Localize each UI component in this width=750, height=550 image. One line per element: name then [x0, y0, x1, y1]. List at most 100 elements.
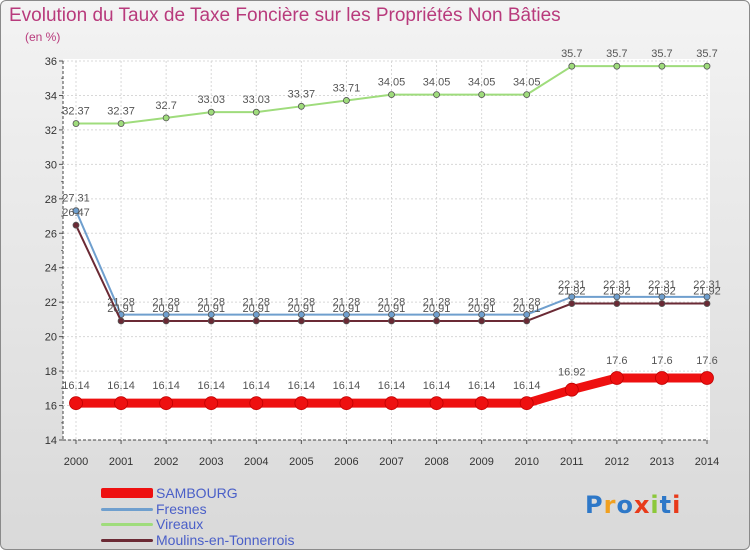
- y-tick-label: 22: [45, 297, 57, 309]
- data-label-moulins-en-tonnerrois: 20.91: [423, 303, 451, 315]
- data-point-sambourg: [204, 396, 219, 411]
- y-tick-label: 28: [45, 194, 57, 206]
- data-point-moulins-en-tonnerrois: [207, 317, 215, 325]
- legend-label: Vireaux: [156, 516, 204, 532]
- data-point-sambourg: [294, 396, 309, 411]
- data-point-fresnes: [613, 293, 621, 301]
- data-label-vireaux: 33.37: [288, 88, 316, 100]
- data-point-vireaux: [72, 120, 80, 127]
- data-point-vireaux: [252, 108, 260, 116]
- x-tick-label: 2013: [650, 456, 674, 468]
- data-point-fresnes: [72, 207, 80, 215]
- data-label-moulins-en-tonnerrois: 20.91: [243, 303, 271, 315]
- data-label-vireaux: 32.7: [155, 100, 176, 112]
- data-point-moulins-en-tonnerrois: [613, 300, 621, 307]
- x-tick-label: 2001: [109, 456, 133, 468]
- data-label-fresnes: 21.28: [197, 297, 225, 309]
- legend-item: Vireaux: [101, 516, 203, 532]
- data-label-vireaux: 35.7: [696, 48, 717, 60]
- x-tick-label: 2011: [560, 456, 584, 468]
- data-point-sambourg: [69, 396, 83, 411]
- data-label-moulins-en-tonnerrois: 21.92: [648, 286, 676, 298]
- data-label-vireaux: 33.03: [197, 94, 225, 106]
- x-tick-label: 2006: [334, 456, 358, 468]
- data-label-fresnes: 22.31: [648, 279, 676, 291]
- data-point-vireaux: [478, 91, 486, 98]
- data-point-moulins-en-tonnerrois: [523, 317, 531, 325]
- data-point-fresnes: [703, 293, 711, 301]
- x-tick-label: 2007: [379, 456, 403, 468]
- legend-swatch: [101, 522, 153, 526]
- data-label-fresnes: 21.28: [243, 297, 271, 309]
- logo-letter: P: [585, 491, 604, 519]
- x-tick-label: 2004: [244, 456, 268, 468]
- legend-swatch: [101, 538, 153, 542]
- data-label-moulins-en-tonnerrois: 21.92: [558, 286, 586, 298]
- data-point-sambourg: [609, 371, 624, 385]
- data-point-moulins-en-tonnerrois: [433, 317, 440, 325]
- data-label-sambourg: 16.92: [558, 367, 586, 379]
- data-label-sambourg: 16.14: [333, 380, 361, 392]
- x-tick-label: 2010: [514, 456, 538, 468]
- data-point-moulins-en-tonnerrois: [658, 300, 666, 307]
- data-label-fresnes: 27.31: [62, 193, 90, 205]
- data-point-vireaux: [703, 62, 711, 70]
- y-tick-label: 14: [45, 435, 57, 447]
- data-label-fresnes: 21.28: [152, 297, 180, 309]
- x-tick-label: 2005: [289, 456, 313, 468]
- data-point-vireaux: [207, 108, 215, 116]
- data-label-moulins-en-tonnerrois: 26.47: [62, 207, 90, 219]
- data-label-sambourg: 17.6: [606, 355, 627, 367]
- x-tick-label: 2003: [199, 456, 223, 468]
- data-label-fresnes: 21.28: [107, 297, 135, 309]
- data-label-moulins-en-tonnerrois: 20.91: [107, 303, 135, 315]
- legend-item: SAMBOURG: [101, 485, 238, 501]
- data-point-sambourg: [159, 396, 174, 411]
- x-tick-label: 2000: [64, 456, 88, 468]
- data-label-sambourg: 17.6: [651, 355, 672, 367]
- data-label-moulins-en-tonnerrois: 20.91: [513, 303, 541, 315]
- logo-letter: o: [616, 491, 634, 519]
- data-label-moulins-en-tonnerrois: 21.92: [603, 286, 631, 298]
- data-label-sambourg: 16.14: [288, 380, 316, 392]
- data-label-fresnes: 22.31: [558, 279, 586, 291]
- data-label-moulins-en-tonnerrois: 20.91: [333, 303, 361, 315]
- data-label-fresnes: 21.28: [288, 297, 316, 309]
- data-label-vireaux: 34.05: [468, 77, 496, 89]
- data-label-sambourg: 16.14: [378, 380, 406, 392]
- data-point-vireaux: [162, 114, 170, 122]
- data-label-fresnes: 21.28: [423, 297, 451, 309]
- data-label-vireaux: 33.03: [243, 94, 271, 106]
- data-label-sambourg: 16.14: [243, 380, 271, 392]
- data-label-sambourg: 16.14: [468, 380, 496, 392]
- logo-letter: r: [603, 491, 617, 519]
- legend-label: Moulins-en-Tonnerrois: [156, 532, 295, 548]
- data-label-fresnes: 22.31: [693, 279, 721, 291]
- data-label-vireaux: 34.05: [513, 77, 541, 89]
- data-label-sambourg: 16.14: [197, 380, 225, 392]
- logo-letter: i: [650, 491, 660, 519]
- data-point-vireaux: [297, 102, 305, 110]
- y-tick-label: 26: [45, 228, 57, 240]
- data-point-vireaux: [523, 91, 531, 98]
- y-tick-label: 36: [45, 56, 57, 68]
- proxiti-logo: Proxiti: [585, 491, 681, 519]
- x-tick-label: 2014: [695, 456, 719, 468]
- data-point-vireaux: [343, 97, 350, 104]
- data-point-sambourg: [339, 396, 354, 411]
- data-point-moulins-en-tonnerrois: [252, 317, 260, 325]
- x-tick-label: 2008: [424, 456, 448, 468]
- data-label-vireaux: 35.7: [651, 48, 672, 60]
- data-label-moulins-en-tonnerrois: 20.91: [197, 303, 225, 315]
- data-point-fresnes: [658, 293, 666, 301]
- data-point-moulins-en-tonnerrois: [343, 317, 350, 325]
- y-axis-unit: (en %): [25, 30, 61, 44]
- y-tick-label: 34: [45, 90, 57, 102]
- legend-label: SAMBOURG: [156, 485, 238, 501]
- chart-title: Evolution du Taux de Taxe Foncière sur l…: [9, 5, 561, 26]
- data-label-vireaux: 34.05: [378, 77, 406, 89]
- y-tick-label: 24: [45, 263, 57, 275]
- legend-item: Fresnes: [101, 501, 207, 517]
- data-point-moulins-en-tonnerrois: [72, 221, 80, 229]
- data-point-moulins-en-tonnerrois: [478, 317, 486, 325]
